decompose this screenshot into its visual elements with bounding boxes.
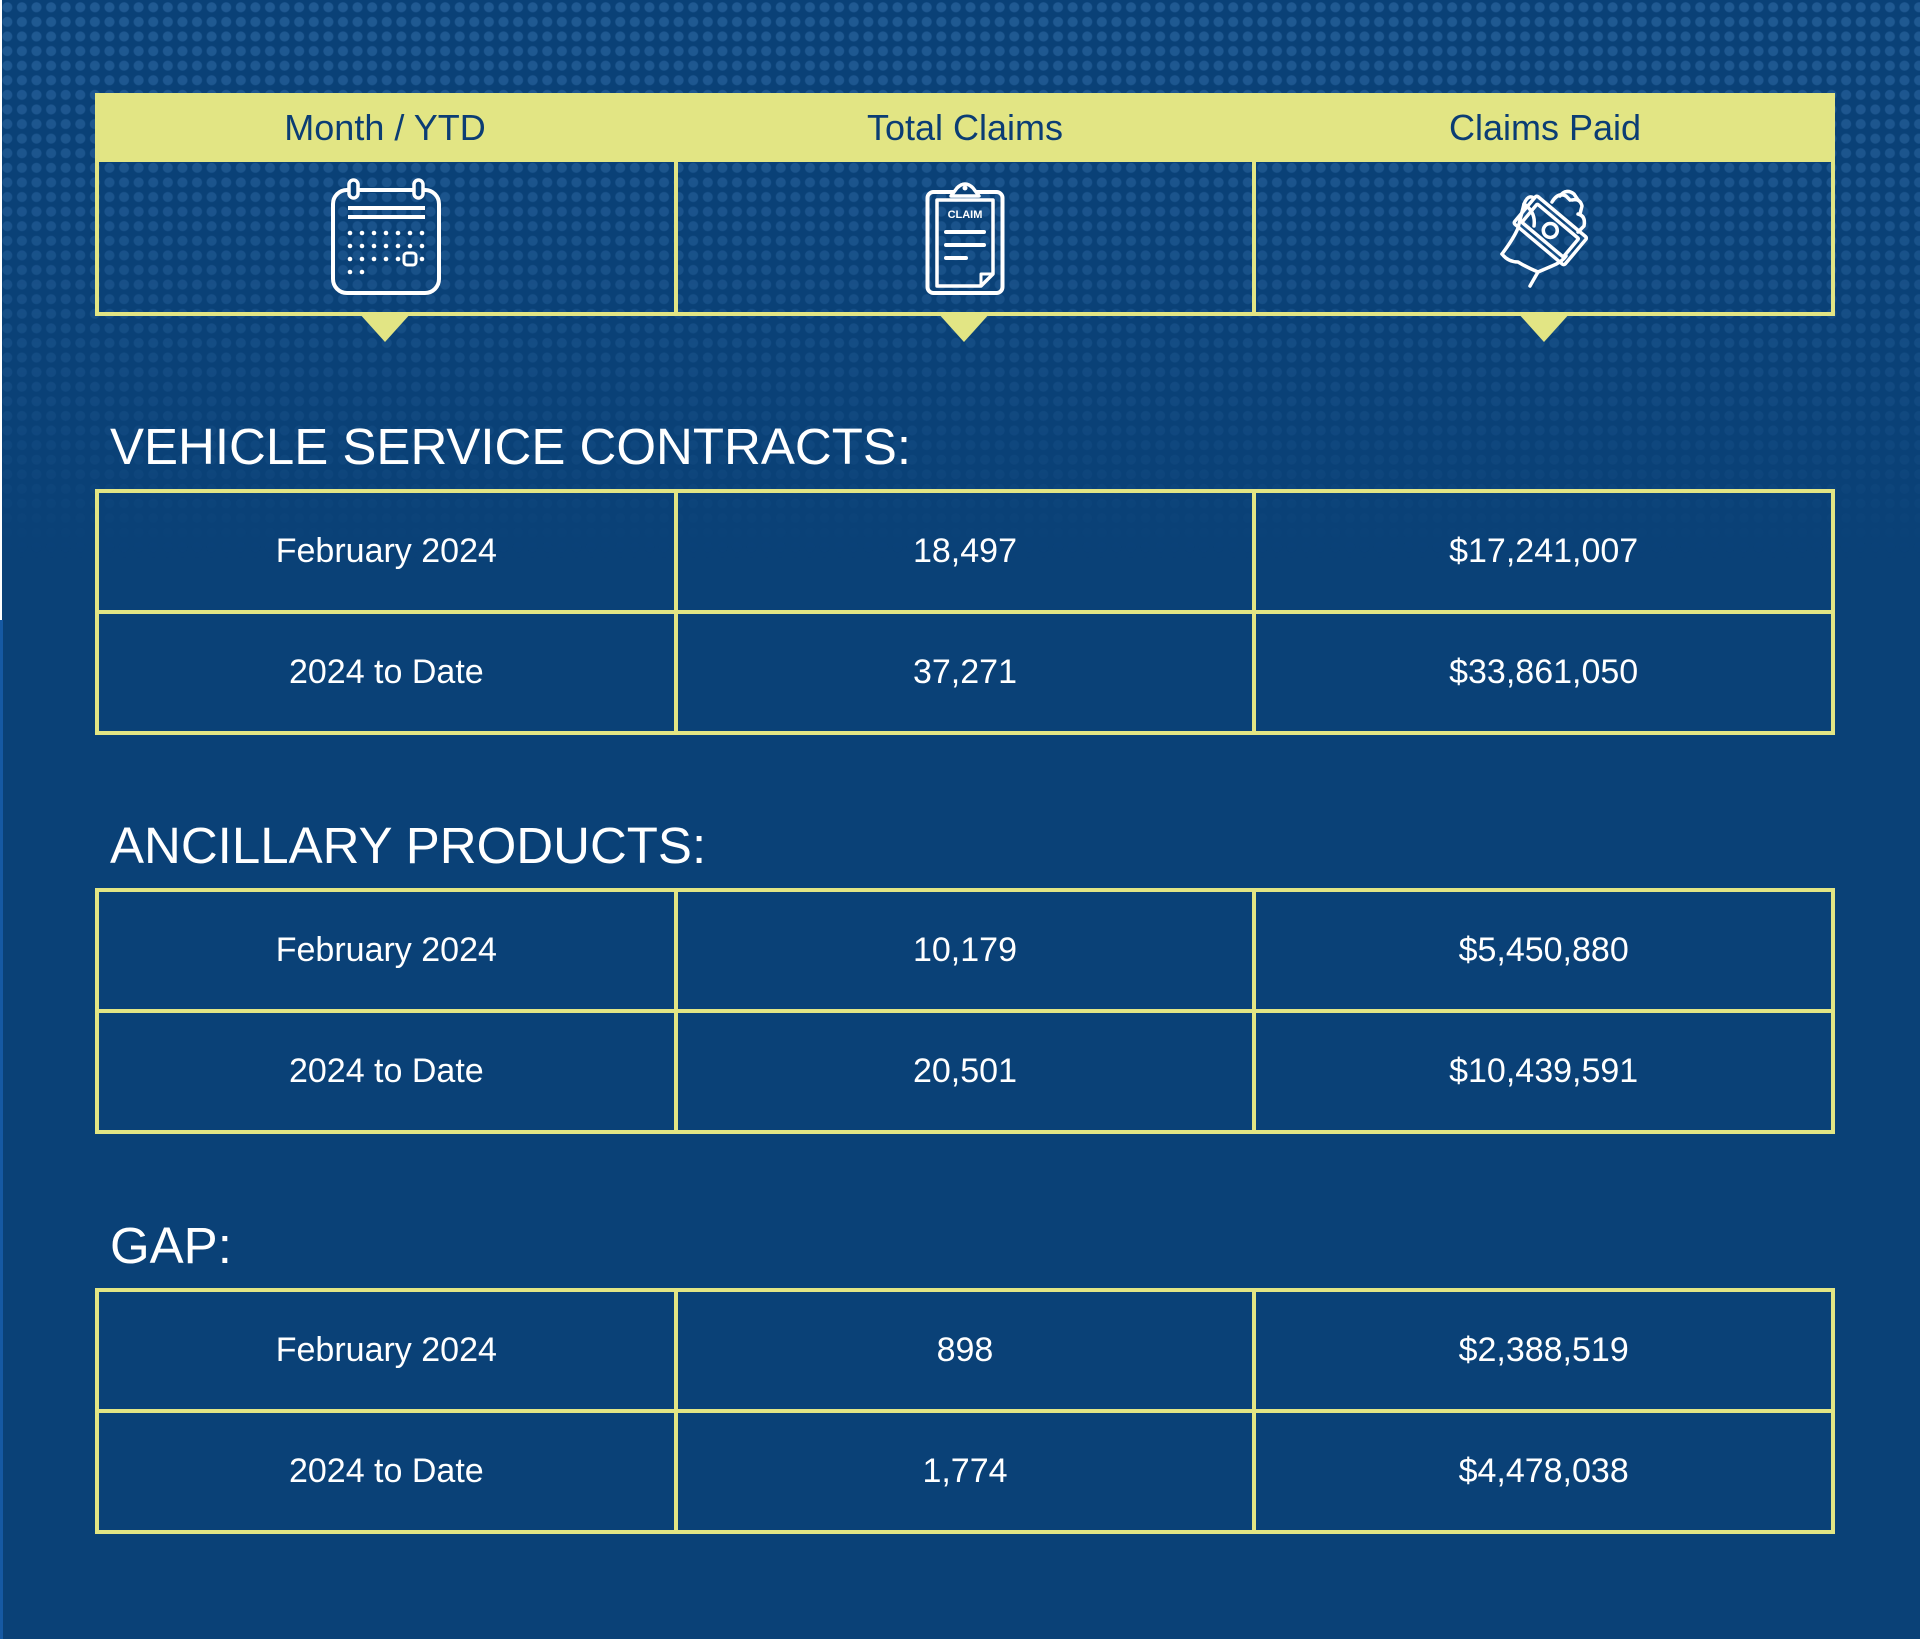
cell-claims-paid: $33,861,050 bbox=[1252, 610, 1835, 735]
cell-period: February 2024 bbox=[95, 1288, 678, 1413]
calendar-icon bbox=[330, 178, 442, 296]
column-header-band: Month / YTD Total Claims Claims Paid bbox=[95, 93, 1835, 162]
table-vehicle-service-contracts: February 2024 18,497 $17,241,007 2024 to… bbox=[95, 489, 1835, 735]
cell-total-claims: 37,271 bbox=[673, 610, 1257, 735]
table-row: February 2024 10,179 $5,450,880 bbox=[95, 888, 1835, 1013]
section-title-ancillary-products: ANCILLARY PRODUCTS: bbox=[110, 817, 707, 874]
column-header-total-claims: Total Claims bbox=[866, 106, 1064, 148]
hand-cash-icon bbox=[1494, 182, 1594, 292]
section-title-gap: GAP: bbox=[110, 1217, 232, 1274]
cell-claims-paid: $17,241,007 bbox=[1252, 489, 1835, 614]
column-icon-row: CLAIM bbox=[95, 162, 1835, 316]
column-header-block: Month / YTD Total Claims Claims Paid bbox=[95, 93, 1835, 316]
left-edge-strip bbox=[0, 0, 2, 620]
cell-claims-paid: $4,478,038 bbox=[1252, 1409, 1835, 1534]
pointer-total-claims bbox=[937, 312, 991, 342]
cell-total-claims: 18,497 bbox=[673, 489, 1257, 614]
icon-cell-claims-paid bbox=[1256, 162, 1831, 312]
icon-cell-total-claims: CLAIM bbox=[678, 162, 1257, 312]
cell-period: 2024 to Date bbox=[95, 1409, 678, 1534]
column-header-claims-paid: Claims Paid bbox=[1448, 106, 1642, 148]
pointer-claims-paid bbox=[1517, 312, 1571, 342]
table-ancillary-products: February 2024 10,179 $5,450,880 2024 to … bbox=[95, 888, 1835, 1134]
cell-total-claims: 1,774 bbox=[673, 1409, 1257, 1534]
cell-total-claims: 10,179 bbox=[673, 888, 1257, 1013]
svg-text:CLAIM: CLAIM bbox=[948, 209, 983, 221]
cell-period: February 2024 bbox=[95, 489, 678, 614]
column-header-month-ytd: Month / YTD bbox=[284, 106, 486, 148]
cell-claims-paid: $2,388,519 bbox=[1252, 1288, 1835, 1413]
table-row: 2024 to Date 37,271 $33,861,050 bbox=[95, 610, 1835, 735]
table-row: February 2024 18,497 $17,241,007 bbox=[95, 489, 1835, 614]
left-edge-strip-lower bbox=[0, 620, 3, 1639]
cell-claims-paid: $10,439,591 bbox=[1252, 1009, 1835, 1134]
cell-period: February 2024 bbox=[95, 888, 678, 1013]
claim-clipboard-icon: CLAIM bbox=[925, 178, 1005, 296]
cell-total-claims: 20,501 bbox=[673, 1009, 1257, 1134]
table-row: 2024 to Date 20,501 $10,439,591 bbox=[95, 1009, 1835, 1134]
table-row: 2024 to Date 1,774 $4,478,038 bbox=[95, 1409, 1835, 1534]
section-title-vehicle-service-contracts: VEHICLE SERVICE CONTRACTS: bbox=[110, 418, 912, 475]
table-row: February 2024 898 $2,388,519 bbox=[95, 1288, 1835, 1413]
cell-period: 2024 to Date bbox=[95, 1009, 678, 1134]
cell-period: 2024 to Date bbox=[95, 610, 678, 735]
table-gap: February 2024 898 $2,388,519 2024 to Dat… bbox=[95, 1288, 1835, 1534]
icon-cell-month-ytd bbox=[99, 162, 678, 312]
cell-total-claims: 898 bbox=[673, 1288, 1257, 1413]
cell-claims-paid: $5,450,880 bbox=[1252, 888, 1835, 1013]
pointer-month-ytd bbox=[358, 312, 412, 342]
